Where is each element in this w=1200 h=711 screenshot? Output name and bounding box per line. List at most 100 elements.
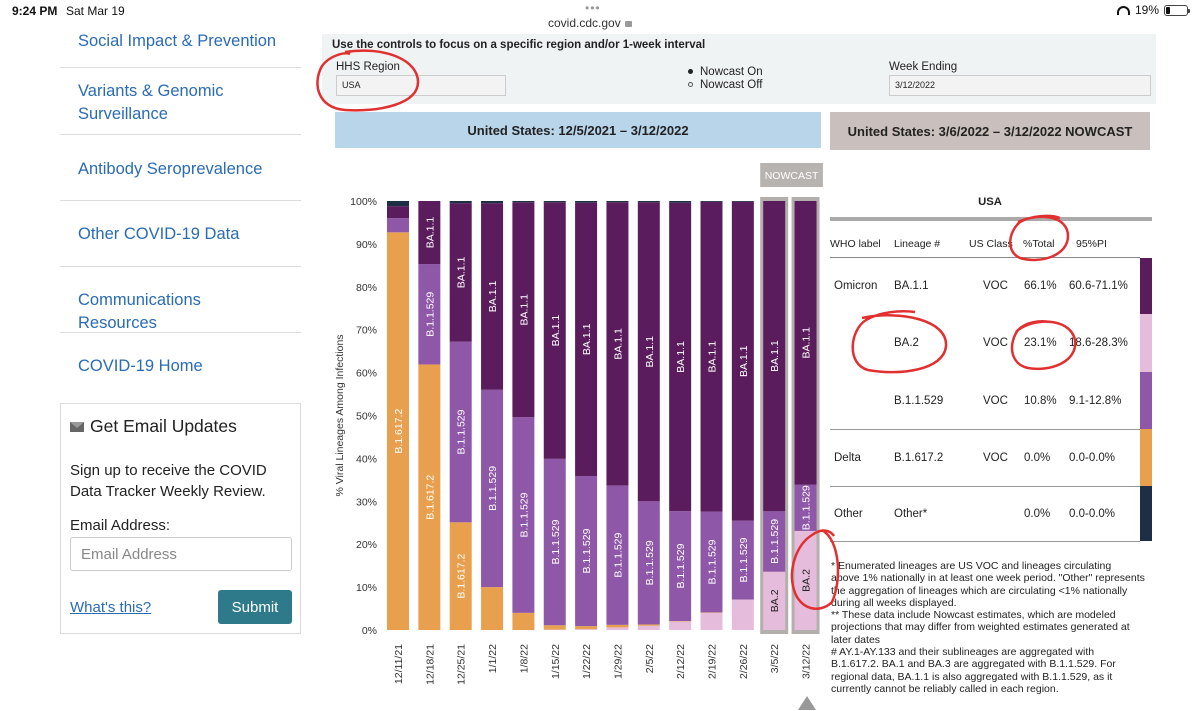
x-tick-label: 2/5/22: [644, 644, 656, 673]
x-tick-label: 1/8/22: [518, 644, 530, 673]
lock-icon: [624, 20, 632, 27]
bar-segment-b-1-617-2: [512, 612, 535, 630]
bar-data-label: B.1.1.529: [550, 519, 562, 564]
footnote-line: the aggregation of lineages which are ci…: [831, 584, 1128, 597]
bar-segment-b-1-1-529: [418, 264, 441, 365]
address-bar[interactable]: covid.cdc.gov: [548, 16, 632, 30]
bar-segment-other: [700, 201, 723, 202]
x-tick-label: 1/1/22: [487, 644, 499, 673]
footnote-line: * Enumerated lineages are US VOC and lin…: [831, 560, 1112, 572]
y-tick-label: 40%: [356, 453, 377, 465]
email-input[interactable]: [70, 537, 292, 571]
cell-pi: 18.6-28.3%: [1069, 337, 1128, 349]
y-tick-label: 30%: [356, 496, 377, 508]
cell-class: VOC: [983, 337, 1008, 349]
x-tick-label: 2/12/22: [675, 644, 687, 679]
bar-segment-b-1-617-2: [606, 624, 629, 628]
bar-segment-b-1-1-529: [637, 501, 660, 625]
week-ending-select[interactable]: 3/12/2022: [889, 75, 1151, 96]
bar-data-label: B.1.1.529: [801, 485, 813, 530]
cell-total: 0.0%: [1024, 451, 1051, 464]
bar-data-label: B.1.1.529: [581, 528, 593, 573]
tab-dots-icon[interactable]: •••: [585, 1, 601, 15]
bar-segment-ba-1-1: [387, 206, 409, 219]
bar-data-label: B.1.1.529: [518, 492, 530, 537]
y-tick-label: 50%: [356, 411, 377, 423]
bar-data-label: BA.1.1: [487, 281, 499, 313]
lineage-color-band: [1140, 486, 1152, 541]
bar-data-label: BA.1.1: [456, 257, 468, 289]
sidebar-item-home[interactable]: COVID-19 Home: [78, 357, 203, 375]
sidebar-item-communications[interactable]: Communications Resources: [60, 267, 301, 333]
bar-segment-other: [669, 201, 692, 203]
scroll-up-triangle-icon[interactable]: [798, 696, 816, 710]
bar-segment-ba-1-1: [669, 202, 692, 512]
bar-data-label: B.1.617.2: [393, 409, 405, 454]
variant-proportions-chart: % Viral Lineages Among Infections 0% 10% 20…: [334, 163, 823, 685]
cell-lineage: B.1.617.2: [894, 451, 944, 464]
bar-segment-other: [637, 201, 660, 203]
cell-who: Delta: [834, 451, 861, 464]
y-tick-label: 80%: [356, 282, 377, 294]
radio-selected-icon: [688, 69, 693, 75]
footnote-line: projections that may differ from weighte…: [831, 621, 1130, 634]
bar-segment-other: [575, 201, 598, 203]
email-label: Email Address:: [70, 517, 171, 534]
bar-segment-ba-1-1: [481, 203, 504, 390]
cell-total: 10.8%: [1024, 394, 1057, 407]
bar-data-label: BA.1.1: [581, 323, 593, 355]
sidebar-item-other-data[interactable]: Other COVID-19 Data: [60, 201, 301, 267]
bar-segment-other: [731, 201, 754, 202]
battery-percent: 19%: [1134, 3, 1159, 17]
bar-segment-b-1-1-529: [763, 511, 786, 572]
bar-segment-ba-1-1: [637, 202, 660, 502]
x-tick-label: 3/5/22: [769, 644, 781, 673]
cell-lineage: B.1.1.529: [894, 394, 944, 407]
controls-title: Use the controls to focus on a specific …: [332, 39, 706, 51]
bar-segment-b-1-617-2: [481, 587, 504, 630]
hhs-region-select[interactable]: USA: [336, 75, 506, 96]
sidebar-item-social-impact[interactable]: Social Impact & Prevention: [60, 30, 301, 68]
cell-lineage: BA.2: [894, 337, 919, 349]
url-text: covid.cdc.gov: [548, 16, 621, 30]
bar-segment-ba-2: [669, 621, 692, 630]
bar-data-label: B.1.1.529: [424, 292, 436, 337]
bar-segment-b-1-1-529: [481, 389, 504, 588]
cell-lineage: BA.1.1: [894, 280, 929, 292]
bar-segment-b-1-1-529: [794, 484, 817, 531]
bar-data-label: BA.1.1: [518, 294, 530, 326]
submit-button[interactable]: Submit: [218, 590, 292, 624]
nowcast-banner: United States: 3/6/2022 – 3/12/2022 NOWC…: [830, 112, 1150, 150]
nowcast-off-radio[interactable]: Nowcast Off: [688, 79, 762, 91]
bar-segment-other: [481, 201, 504, 204]
bar-data-label: B.1.1.529: [675, 543, 687, 588]
bar-segment-ba-1-1: [794, 201, 817, 485]
footnote-line: currently cannot be reliably called in e…: [831, 682, 1059, 695]
ios-status-bar: 9:24 PM Sat Mar 19 ••• covid.cdc.gov 19%: [0, 0, 1200, 38]
status-time: 9:24 PM: [12, 4, 58, 18]
sidebar-item-variants[interactable]: Variants & Genomic Surveillance: [60, 68, 301, 135]
whats-this-link[interactable]: What's this?: [70, 599, 152, 616]
bar-data-label: BA.1.1: [644, 336, 656, 368]
bar-segment-ba-1-1: [763, 201, 786, 512]
bar-segment-ba-1-1: [700, 201, 723, 512]
email-title-text: Get Email Updates: [90, 416, 237, 436]
table-region-divider: [830, 217, 1152, 221]
y-tick-label: 100%: [350, 196, 377, 208]
email-updates-panel: Get Email Updates Sign up to receive the…: [60, 403, 301, 634]
controls-panel: Use the controls to focus on a specific …: [322, 34, 1156, 104]
cell-class: VOC: [983, 280, 1008, 292]
bar-data-label: B.1.1.529: [456, 409, 468, 454]
bar-segment-ba-2: [575, 629, 598, 630]
bar-segment-other: [449, 201, 472, 204]
bar-segment-b-1-1-529: [731, 520, 754, 600]
cell-who: Other: [834, 507, 863, 520]
y-tick-label: 90%: [356, 239, 377, 251]
bar-segment-b-1-617-2: [387, 232, 409, 630]
nowcast-label-box: [760, 163, 823, 187]
nowcast-on-radio[interactable]: Nowcast On: [688, 66, 763, 78]
bar-data-label: B.1.617.2: [456, 554, 468, 599]
battery-icon: [1164, 4, 1190, 16]
y-tick-label: 0%: [362, 625, 377, 637]
sidebar-item-antibody[interactable]: Antibody Seroprevalence: [60, 135, 301, 201]
